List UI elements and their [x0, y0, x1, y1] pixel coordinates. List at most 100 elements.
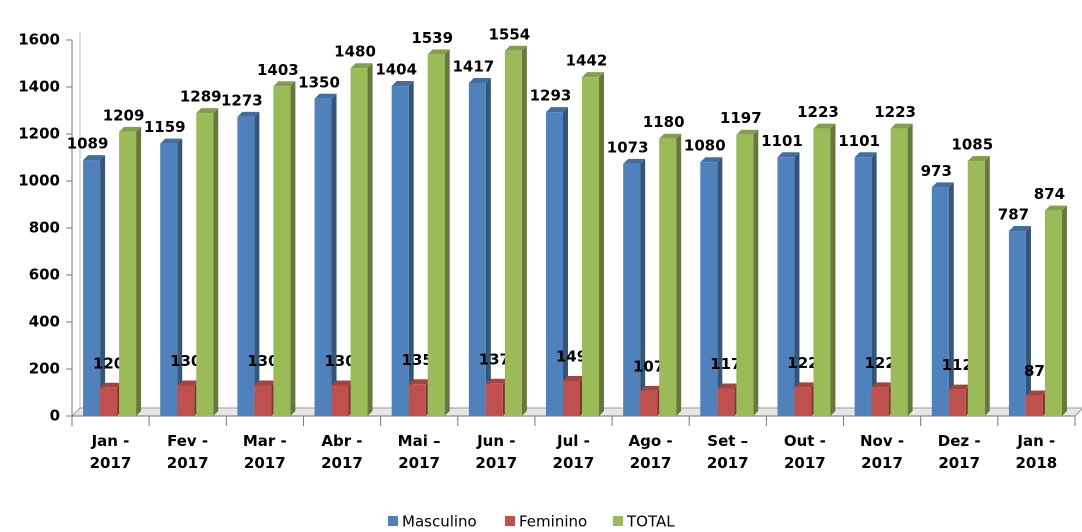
bar-front: [391, 86, 409, 416]
bar: [890, 123, 913, 416]
y-tick-label: 1200: [18, 125, 60, 143]
bar-front: [931, 187, 949, 416]
bar-side: [984, 156, 990, 416]
y-tick-label: 200: [29, 360, 60, 378]
value-label: 135: [402, 351, 433, 369]
y-tick-label: 1000: [18, 172, 60, 190]
bar-top: [623, 158, 646, 164]
bar-top: [640, 385, 663, 391]
bar-front: [871, 387, 889, 416]
x-tick-label: Nov - 2017: [859, 432, 905, 472]
bar-front: [254, 385, 272, 416]
value-label: 1480: [334, 43, 376, 61]
bar-top: [350, 63, 373, 69]
bar-side: [794, 152, 800, 416]
bar-top: [563, 375, 585, 381]
bar-top: [1008, 226, 1031, 232]
bar: [1025, 390, 1048, 416]
bar-top: [408, 379, 431, 385]
legend-label: TOTAL: [626, 513, 675, 531]
bar: [948, 384, 971, 416]
value-label: 130: [247, 352, 278, 370]
x-tick-label: Ago - 2017: [628, 432, 673, 472]
bar: [273, 81, 296, 417]
bar-top: [331, 380, 354, 386]
value-label: 1417: [452, 58, 494, 76]
bar-side: [830, 123, 836, 416]
bar: [177, 380, 200, 416]
bar-front: [83, 160, 101, 416]
bar-front: [504, 50, 522, 417]
bar-front: [177, 385, 195, 416]
bar-side: [676, 133, 682, 416]
bar-top: [237, 111, 260, 117]
x-tick-label: Set – 2017: [706, 432, 749, 472]
bar-front: [196, 113, 214, 417]
bar-side: [177, 138, 183, 416]
bar-front: [485, 383, 503, 416]
bar-front: [582, 77, 599, 416]
value-label: 1404: [375, 61, 417, 79]
bar-front: [350, 68, 368, 416]
bar: [83, 155, 106, 416]
bar: [854, 152, 877, 416]
bar-front: [237, 116, 255, 416]
bar: [736, 129, 759, 416]
bar-front: [854, 157, 872, 416]
bar: [794, 382, 817, 416]
bar-side: [717, 157, 723, 416]
bar-front: [160, 143, 178, 416]
bar-side: [367, 63, 373, 416]
bar: [485, 378, 508, 416]
bar: [427, 49, 450, 417]
bar-side: [871, 152, 877, 416]
legend-label: Masculino: [402, 513, 477, 531]
bar-top: [546, 107, 568, 113]
bar-top: [967, 156, 990, 162]
legend-swatch: [613, 516, 623, 526]
bar-top: [100, 382, 123, 388]
legend-swatch: [505, 516, 515, 526]
bar-front: [623, 163, 641, 416]
x-tick-label: Dez - 2017: [937, 432, 981, 472]
bar: [777, 152, 800, 416]
bar-front: [119, 131, 137, 416]
bar: [659, 133, 682, 416]
bar-top: [794, 382, 817, 388]
value-label: 87: [1024, 362, 1045, 380]
bar-front: [1044, 210, 1062, 416]
bar-side: [948, 182, 954, 416]
bar-top: [254, 380, 277, 386]
value-label: 1073: [607, 138, 649, 156]
bar: [100, 382, 123, 416]
bar: [623, 158, 646, 416]
bar: [314, 93, 337, 416]
value-label: 149: [556, 347, 587, 365]
bar: [717, 383, 740, 416]
x-tick-label: Abr - 2017: [321, 432, 363, 472]
bar-front: [717, 388, 735, 416]
bar-top: [736, 129, 759, 135]
bar-side: [485, 78, 491, 416]
bar-side: [521, 45, 527, 417]
bar-top: [871, 382, 894, 388]
bar-top: [717, 383, 740, 389]
value-label: 1223: [874, 103, 916, 121]
value-label: 1085: [951, 136, 993, 154]
bar-side: [408, 81, 414, 416]
y-tick-label: 400: [29, 313, 60, 331]
bar-front: [659, 138, 677, 416]
bar-front: [331, 385, 349, 416]
bar-top: [391, 81, 414, 87]
bar-side: [331, 93, 337, 416]
value-label: 1273: [221, 91, 263, 109]
value-label: 1442: [566, 52, 608, 70]
bar-top: [83, 155, 106, 161]
bar-side: [213, 108, 219, 417]
value-label: 1223: [797, 103, 839, 121]
bar-top: [813, 123, 836, 129]
bar-front: [736, 134, 754, 416]
bar: [813, 123, 836, 416]
bar-side: [136, 126, 142, 416]
value-label: 130: [324, 352, 355, 370]
